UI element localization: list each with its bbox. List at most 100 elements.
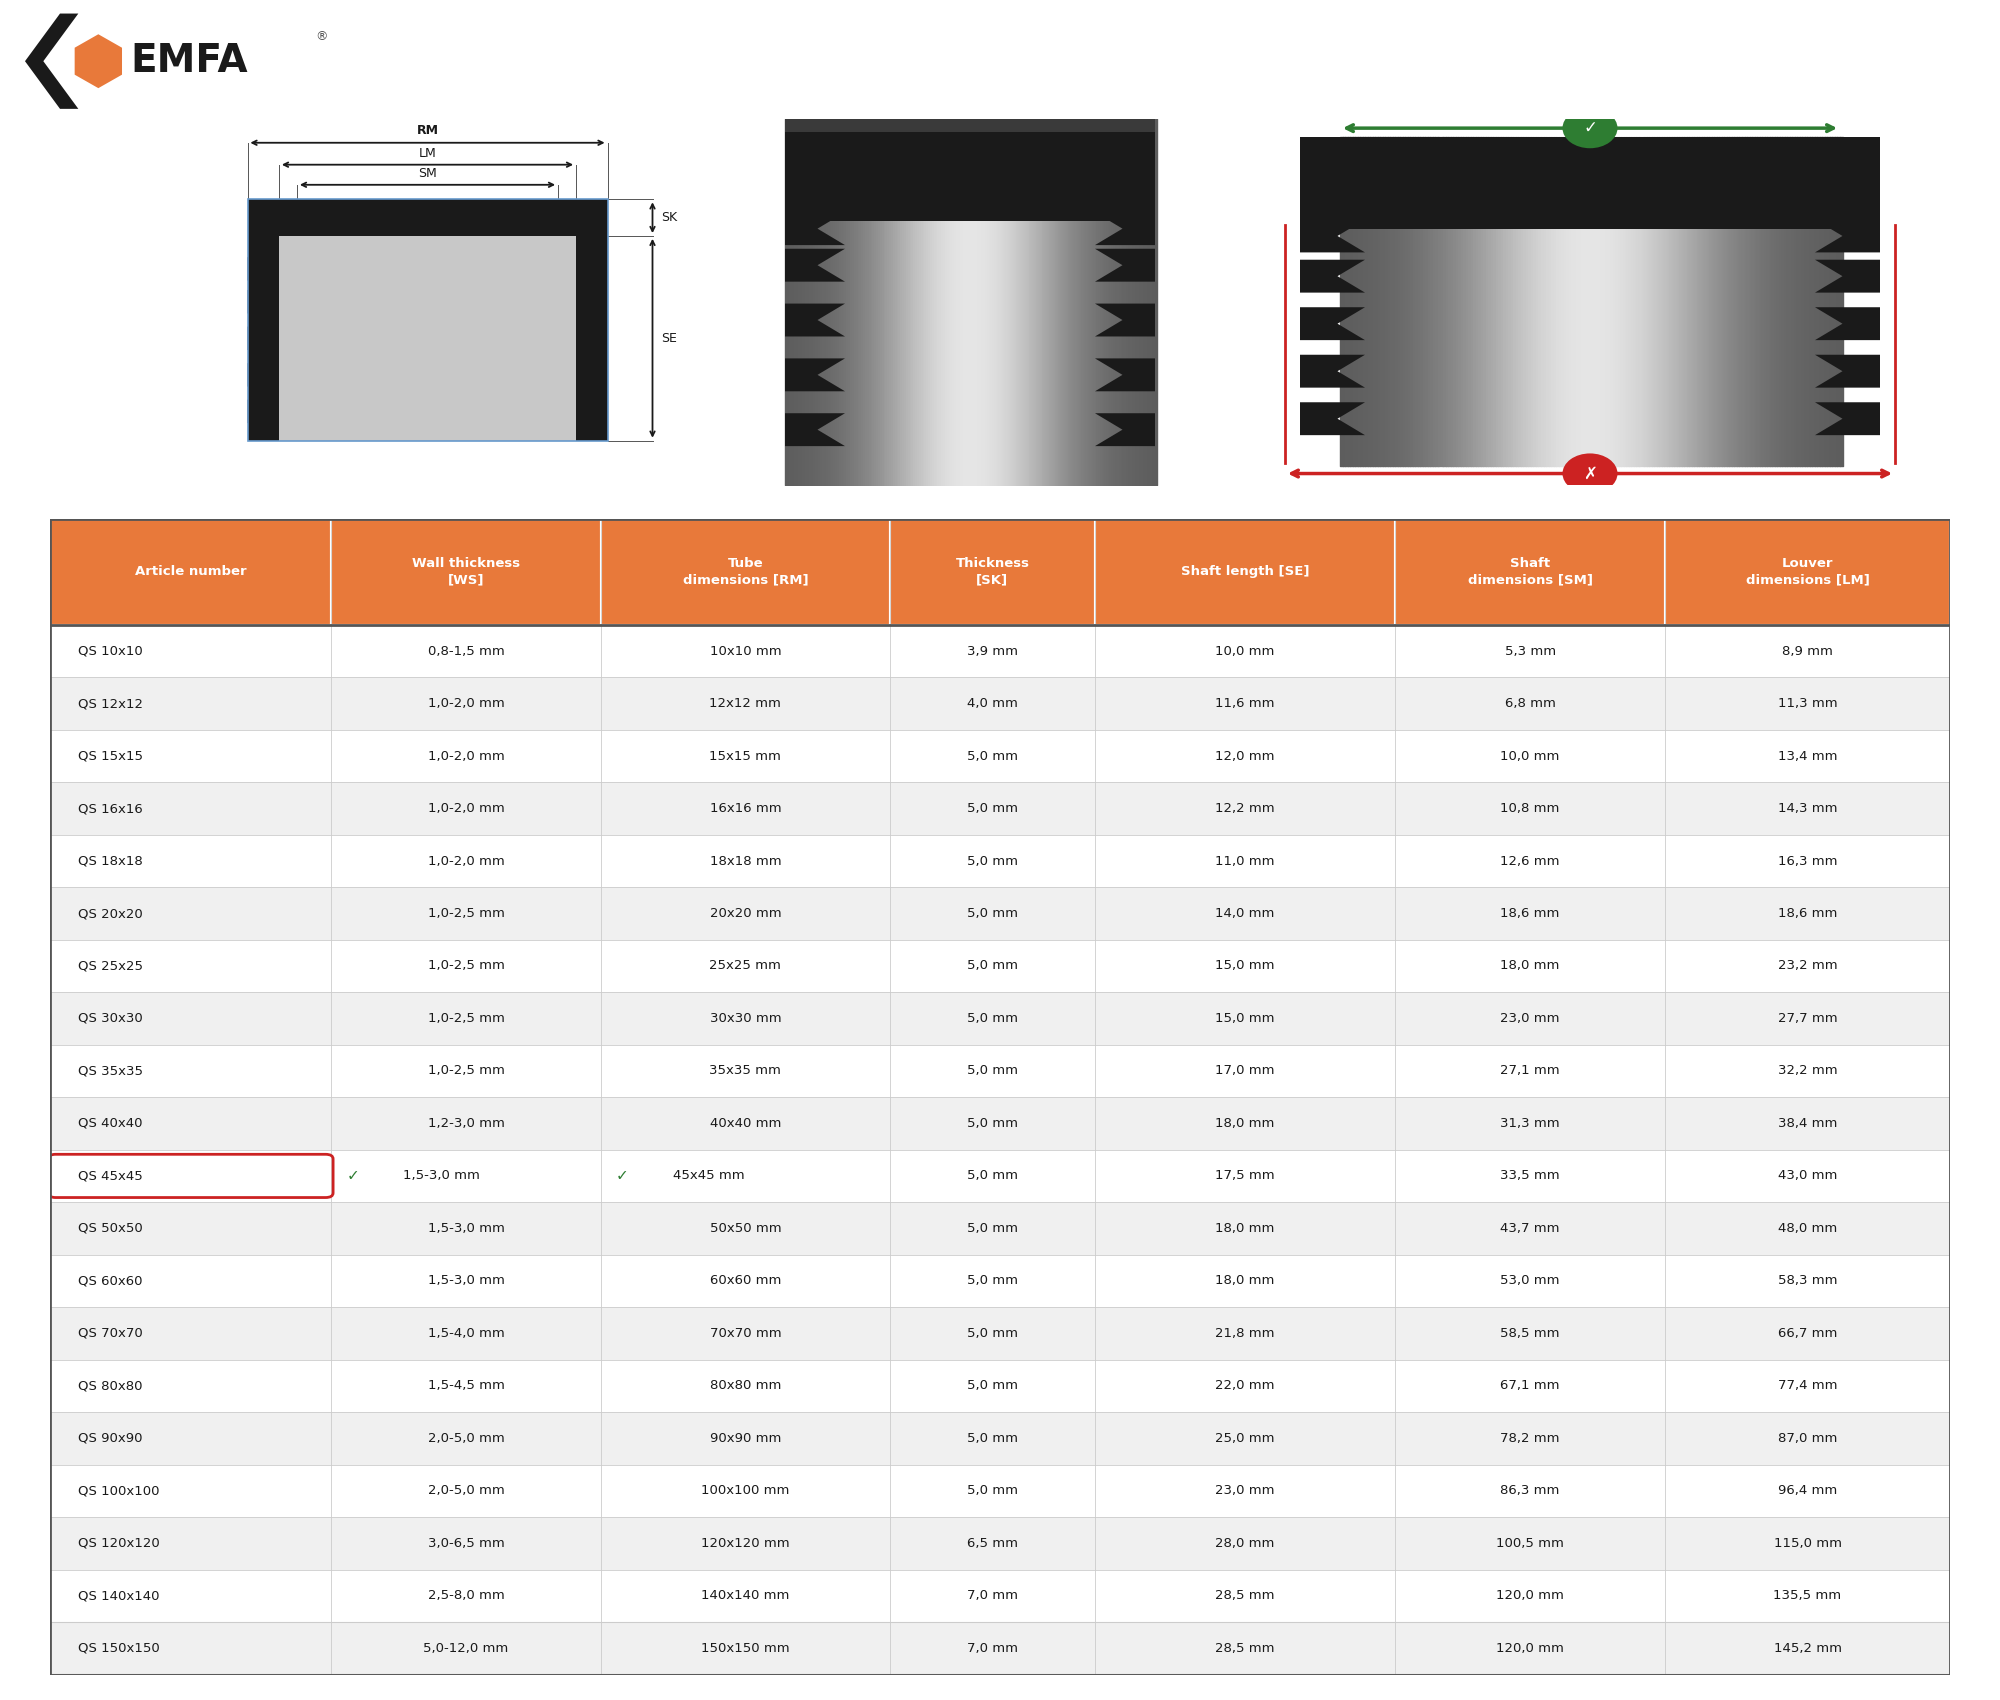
Text: 23,2 mm: 23,2 mm bbox=[1778, 959, 1838, 972]
Text: 18,0 mm: 18,0 mm bbox=[1216, 1117, 1274, 1130]
Text: 5,0 mm: 5,0 mm bbox=[966, 1484, 1018, 1498]
Polygon shape bbox=[248, 257, 280, 280]
Text: QS 15x15: QS 15x15 bbox=[78, 750, 144, 763]
Text: 10,0 mm: 10,0 mm bbox=[1500, 750, 1560, 763]
Bar bbox=[784, 119, 1156, 221]
Text: 1,0-2,0 mm: 1,0-2,0 mm bbox=[428, 750, 504, 763]
Text: Article number: Article number bbox=[134, 564, 246, 578]
Text: 2,5-8,0 mm: 2,5-8,0 mm bbox=[428, 1590, 504, 1603]
Bar bbox=[248, 199, 608, 440]
Polygon shape bbox=[1300, 403, 1364, 435]
Bar bbox=[50, 1569, 1950, 1622]
Text: ®: ® bbox=[316, 31, 328, 42]
Text: QS 100x100: QS 100x100 bbox=[78, 1484, 160, 1498]
Text: Tube
dimensions [RM]: Tube dimensions [RM] bbox=[682, 558, 808, 586]
Bar bbox=[248, 199, 608, 236]
Text: 18,0 mm: 18,0 mm bbox=[1500, 959, 1560, 972]
Polygon shape bbox=[784, 212, 844, 245]
Text: QS 90x90: QS 90x90 bbox=[78, 1431, 144, 1445]
Text: 21,8 mm: 21,8 mm bbox=[1216, 1328, 1274, 1340]
Text: 18,6 mm: 18,6 mm bbox=[1500, 908, 1560, 920]
Text: ✓: ✓ bbox=[616, 1168, 628, 1183]
Text: 66,7 mm: 66,7 mm bbox=[1778, 1328, 1838, 1340]
Text: QS 16x16: QS 16x16 bbox=[78, 802, 144, 814]
Text: 33,5 mm: 33,5 mm bbox=[1500, 1170, 1560, 1183]
Text: 1,0-2,0 mm: 1,0-2,0 mm bbox=[428, 697, 504, 711]
Text: 100x100 mm: 100x100 mm bbox=[702, 1484, 790, 1498]
Text: 115,0 mm: 115,0 mm bbox=[1774, 1537, 1842, 1550]
Polygon shape bbox=[1096, 304, 1156, 337]
Bar bbox=[50, 782, 1950, 835]
Text: RM: RM bbox=[416, 124, 438, 138]
Text: 20x20 mm: 20x20 mm bbox=[710, 908, 782, 920]
Text: 30x30 mm: 30x30 mm bbox=[710, 1012, 782, 1025]
Text: Wall thickness
[WS]: Wall thickness [WS] bbox=[412, 558, 520, 586]
Text: QS 18x18: QS 18x18 bbox=[78, 855, 144, 867]
Polygon shape bbox=[1300, 308, 1364, 340]
Text: 120x120 mm: 120x120 mm bbox=[702, 1537, 790, 1550]
Text: 1,0-2,0 mm: 1,0-2,0 mm bbox=[428, 802, 504, 814]
Text: 28,5 mm: 28,5 mm bbox=[1216, 1642, 1274, 1654]
Text: 28,0 mm: 28,0 mm bbox=[1216, 1537, 1274, 1550]
Text: 3,9 mm: 3,9 mm bbox=[966, 644, 1018, 658]
Text: 22,0 mm: 22,0 mm bbox=[1216, 1379, 1274, 1392]
Text: 28,5 mm: 28,5 mm bbox=[1216, 1590, 1274, 1603]
Text: 11,0 mm: 11,0 mm bbox=[1216, 855, 1274, 867]
Text: QS 70x70: QS 70x70 bbox=[78, 1328, 144, 1340]
Text: 1,0-2,0 mm: 1,0-2,0 mm bbox=[428, 855, 504, 867]
Text: 13,4 mm: 13,4 mm bbox=[1778, 750, 1838, 763]
Text: 15,0 mm: 15,0 mm bbox=[1216, 1012, 1274, 1025]
Bar bbox=[1396, 518, 1664, 626]
Polygon shape bbox=[1300, 219, 1364, 252]
Text: 5,0 mm: 5,0 mm bbox=[966, 908, 1018, 920]
Text: 8,9 mm: 8,9 mm bbox=[1782, 644, 1832, 658]
Text: LM: LM bbox=[418, 148, 436, 160]
Polygon shape bbox=[576, 257, 608, 280]
Text: 90x90 mm: 90x90 mm bbox=[710, 1431, 782, 1445]
Polygon shape bbox=[248, 326, 280, 350]
Polygon shape bbox=[1096, 359, 1156, 391]
Text: 10x10 mm: 10x10 mm bbox=[710, 644, 782, 658]
Polygon shape bbox=[1096, 248, 1156, 282]
Polygon shape bbox=[1300, 260, 1364, 292]
Text: 15,0 mm: 15,0 mm bbox=[1216, 959, 1274, 972]
Polygon shape bbox=[248, 364, 280, 386]
Bar bbox=[50, 518, 332, 626]
Text: 5,0-12,0 mm: 5,0-12,0 mm bbox=[424, 1642, 508, 1654]
Text: QS 60x60: QS 60x60 bbox=[78, 1275, 144, 1287]
Text: 60x60 mm: 60x60 mm bbox=[710, 1275, 782, 1287]
Text: 150x150 mm: 150x150 mm bbox=[702, 1642, 790, 1654]
Text: 77,4 mm: 77,4 mm bbox=[1778, 1379, 1838, 1392]
Polygon shape bbox=[1816, 403, 1880, 435]
Text: QS 80x80: QS 80x80 bbox=[78, 1379, 144, 1392]
Text: 25x25 mm: 25x25 mm bbox=[710, 959, 782, 972]
Text: 5,0 mm: 5,0 mm bbox=[966, 802, 1018, 814]
Text: Shaft
dimensions [SM]: Shaft dimensions [SM] bbox=[1468, 558, 1592, 586]
Bar bbox=[50, 1413, 1950, 1465]
Text: 38,4 mm: 38,4 mm bbox=[1778, 1117, 1838, 1130]
Text: 96,4 mm: 96,4 mm bbox=[1778, 1484, 1838, 1498]
Text: 2,0-5,0 mm: 2,0-5,0 mm bbox=[428, 1484, 504, 1498]
Text: Shaft length [SE]: Shaft length [SE] bbox=[1180, 564, 1310, 578]
Text: 135,5 mm: 135,5 mm bbox=[1774, 1590, 1842, 1603]
Bar bbox=[576, 236, 608, 440]
Text: 87,0 mm: 87,0 mm bbox=[1778, 1431, 1838, 1445]
Text: 120,0 mm: 120,0 mm bbox=[1496, 1642, 1564, 1654]
Bar bbox=[332, 518, 600, 626]
Polygon shape bbox=[576, 400, 608, 423]
Text: 7,0 mm: 7,0 mm bbox=[966, 1590, 1018, 1603]
Text: 53,0 mm: 53,0 mm bbox=[1500, 1275, 1560, 1287]
Text: 1,0-2,5 mm: 1,0-2,5 mm bbox=[428, 959, 504, 972]
Polygon shape bbox=[1816, 308, 1880, 340]
Bar bbox=[50, 1622, 1950, 1674]
Text: 5,0 mm: 5,0 mm bbox=[966, 1012, 1018, 1025]
Text: 14,0 mm: 14,0 mm bbox=[1216, 908, 1274, 920]
Text: 1,5-3,0 mm: 1,5-3,0 mm bbox=[428, 1275, 504, 1287]
Text: 1,0-2,5 mm: 1,0-2,5 mm bbox=[428, 908, 504, 920]
Polygon shape bbox=[784, 413, 844, 445]
Text: QS 25x25: QS 25x25 bbox=[78, 959, 144, 972]
Bar bbox=[50, 993, 1950, 1046]
Text: 120,0 mm: 120,0 mm bbox=[1496, 1590, 1564, 1603]
Text: ✓: ✓ bbox=[346, 1168, 360, 1183]
Text: EMFA: EMFA bbox=[130, 42, 248, 80]
